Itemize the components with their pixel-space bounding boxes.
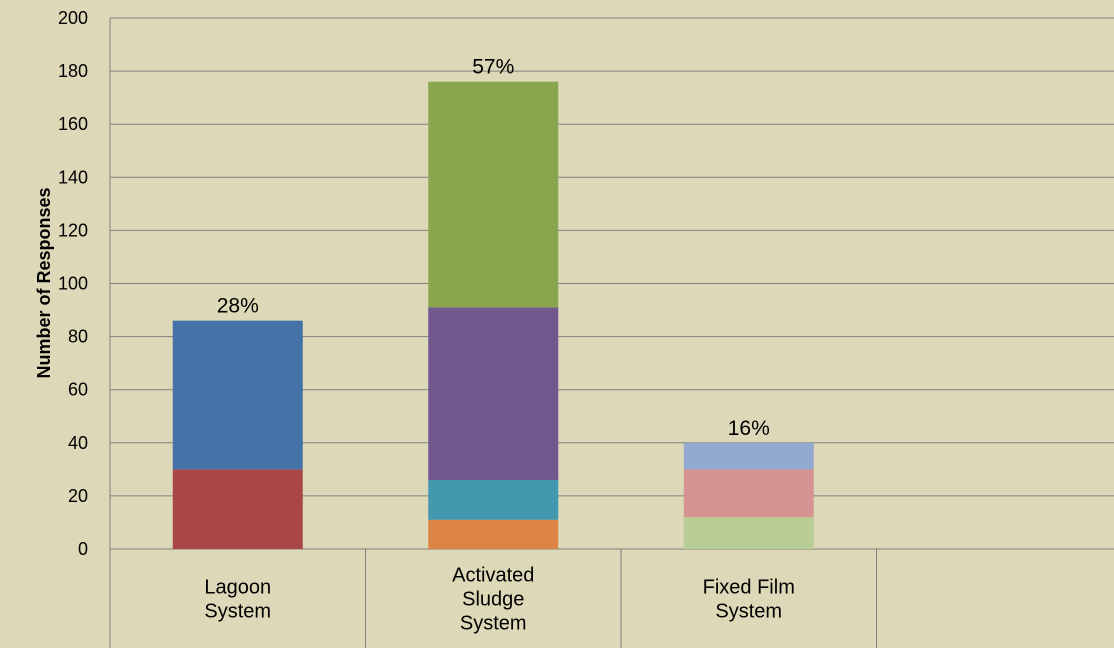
y-tick-label-160: 160 [58,114,88,134]
category-label-3: Fixed Film System [703,577,795,623]
y-tick-label-100: 100 [58,274,88,294]
y-tick-label-200: 200 [58,8,88,28]
bar-segment-2-1 [428,519,559,549]
y-axis-title: Number of Responses [34,187,54,378]
y-tick-label-40: 40 [68,433,88,453]
bar-total-label-3: 16% [728,417,770,440]
bar-segment-2-4 [428,81,559,308]
category-label-1: Lagoon System [204,577,271,623]
category-label-2: Activated Sludge System [452,565,534,635]
bar-segment-3-3 [683,442,814,470]
y-tick-label-60: 60 [68,380,88,400]
category-table [365,549,877,648]
category-label-line: Lagoon [204,577,271,599]
category-label-line: System [204,601,271,623]
bar-total-label-2: 57% [472,56,514,79]
category-label-line: Activated [452,565,534,587]
bars [172,81,814,549]
y-tick-label-20: 20 [68,486,88,506]
category-label-line: System [460,613,527,635]
y-tick-label-180: 180 [58,61,88,81]
bar-segment-3-2 [683,469,814,518]
y-tick-label-0: 0 [78,539,88,559]
y-tick-label-140: 140 [58,167,88,187]
y-tick-label-120: 120 [58,220,88,240]
bar-segment-1-1 [172,469,303,549]
bar-total-label-1: 28% [217,295,259,318]
category-label-line: Fixed Film [703,577,795,599]
bar-segment-2-2 [428,479,559,520]
y-tick-label-80: 80 [68,327,88,347]
bar-segment-1-2 [172,320,303,470]
category-label-line: System [715,601,782,623]
bar-segment-3-1 [683,517,814,549]
bar-segment-2-3 [428,307,559,480]
category-label-line: Sludge [462,589,524,611]
